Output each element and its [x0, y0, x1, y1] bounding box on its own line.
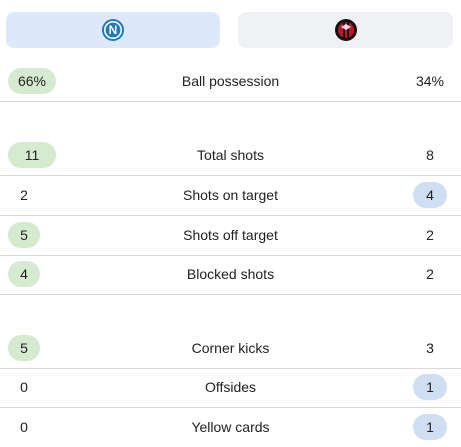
stat-row-shots-on-target: 2 Shots on target 4 — [0, 175, 461, 216]
home-value: 4 — [8, 261, 40, 287]
away-value: 1 — [413, 374, 447, 400]
stat-row-yellow-cards: 0 Yellow cards 1 — [0, 407, 461, 447]
stat-label: Total shots — [197, 147, 264, 163]
napoli-crest-icon: N — [102, 19, 124, 41]
away-value: 4 — [413, 182, 447, 208]
stat-row-blocked-shots: 4 Blocked shots 2 — [0, 254, 461, 295]
home-value: 66% — [8, 68, 56, 94]
stat-label: Corner kicks — [191, 340, 270, 356]
away-value: 2 — [426, 266, 434, 282]
stat-label: Yellow cards — [191, 419, 270, 435]
away-team-tab[interactable] — [238, 12, 453, 48]
svg-text:N: N — [109, 23, 118, 37]
stat-row-ball-possession: 66% Ball possession 34% — [0, 61, 461, 102]
home-value: 2 — [20, 187, 28, 203]
stat-row-shots-off-target: 5 Shots off target 2 — [0, 215, 461, 256]
home-value: 0 — [20, 419, 28, 435]
away-value: 1 — [413, 414, 447, 440]
stat-label: Ball possession — [181, 73, 280, 89]
away-value: 2 — [426, 227, 434, 243]
stat-row-offsides: 0 Offsides 1 — [0, 367, 461, 408]
stat-label: Shots on target — [183, 187, 278, 203]
home-value: 11 — [8, 142, 56, 168]
stat-label: Offsides — [204, 379, 257, 395]
stat-label: Blocked shots — [186, 266, 275, 282]
milan-crest-icon — [334, 19, 357, 41]
stat-label: Shots off target — [183, 227, 278, 243]
home-value: 5 — [8, 335, 40, 361]
home-value: 0 — [20, 379, 28, 395]
away-value: 34% — [415, 73, 445, 89]
stat-row-corner-kicks: 5 Corner kicks 3 — [0, 328, 461, 369]
team-selector: N — [6, 12, 453, 48]
away-value: 3 — [426, 340, 434, 356]
home-team-tab[interactable]: N — [6, 12, 220, 48]
away-value: 8 — [426, 147, 434, 163]
home-value: 5 — [8, 222, 40, 248]
stat-row-total-shots: 11 Total shots 8 — [0, 135, 461, 176]
